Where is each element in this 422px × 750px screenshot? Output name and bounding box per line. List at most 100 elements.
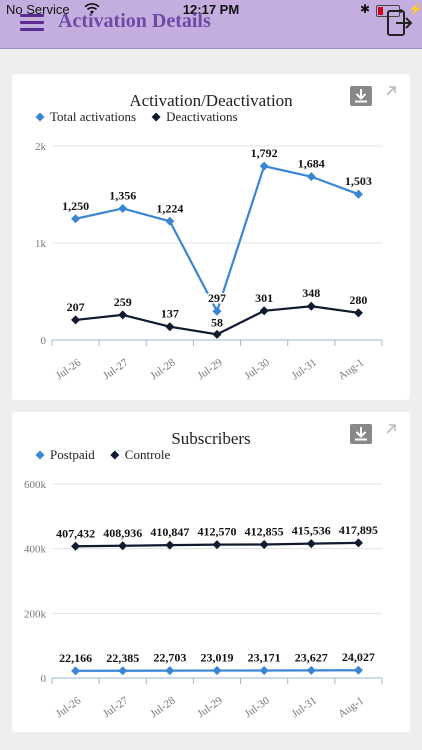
y-tick-label: 1k [35, 238, 47, 250]
data-point [118, 203, 128, 213]
data-label: 407,432 [56, 526, 95, 540]
data-label: 137 [161, 307, 179, 321]
data-label: 348 [302, 286, 320, 300]
legend-entry: Postpaid [50, 447, 95, 462]
data-label: 58 [211, 315, 223, 329]
data-point [212, 540, 222, 550]
data-point [71, 315, 81, 325]
data-label: 412,570 [198, 525, 237, 539]
legend-entry: Deactivations [166, 109, 237, 124]
x-tick-label: Jul-26 [54, 356, 84, 382]
data-point [165, 322, 175, 332]
x-tick-label: Jul-26 [54, 694, 84, 720]
data-point [118, 541, 128, 551]
y-tick-label: 2k [35, 141, 47, 153]
data-point [353, 308, 363, 318]
x-tick-label: Jul-31 [290, 695, 319, 721]
x-tick-label: Jul-29 [195, 356, 225, 382]
data-label: 1,250 [62, 199, 89, 213]
data-point [118, 310, 128, 320]
data-label: 22,385 [106, 651, 139, 665]
subscribers-chart-card: Subscribers Postpaid Controle 0 200k 400k 600k… [12, 412, 410, 732]
data-point [353, 189, 363, 199]
data-label: 23,171 [248, 651, 281, 665]
x-tick-label: Aug-1 [336, 357, 366, 383]
data-label: 259 [114, 295, 132, 309]
x-tick-label: Jul-29 [195, 694, 225, 720]
data-label: 410,847 [150, 525, 189, 539]
legend-entry: Controle [125, 447, 171, 462]
page-title: Activation Details [58, 10, 211, 32]
legend-entry: Total activations [50, 109, 136, 124]
expand-icon[interactable] [384, 84, 398, 98]
data-label: 417,895 [339, 523, 378, 537]
x-tick-label: Jul-27 [101, 694, 131, 720]
data-label: 412,855 [245, 525, 284, 539]
hamburger-icon[interactable] [20, 14, 44, 32]
data-point [165, 216, 175, 226]
data-point [353, 538, 363, 548]
status-bar: No Service 12:17 PM ✱ ⚡ [0, 2, 422, 20]
subscribers-chart: Subscribers Postpaid Controle 0 200k 400k 600k… [24, 429, 383, 721]
x-tick-label: Jul-31 [290, 357, 319, 383]
data-point [165, 540, 175, 550]
data-point [212, 306, 222, 316]
x-tick-label: Jul-28 [148, 694, 178, 720]
x-tick-label: Aug-1 [336, 695, 366, 721]
data-point [306, 172, 316, 182]
data-point [71, 666, 81, 676]
y-tick-label: 600k [24, 479, 47, 491]
expand-icon[interactable] [384, 422, 398, 436]
data-label: 297 [208, 291, 226, 305]
x-tick-label: Jul-28 [148, 356, 178, 382]
data-point [71, 214, 81, 224]
data-label: 23,627 [295, 650, 328, 664]
data-point [306, 665, 316, 675]
data-point [212, 329, 222, 339]
chart-title: Subscribers [171, 429, 250, 448]
legend-marker [110, 450, 120, 460]
data-point [118, 666, 128, 676]
data-point [212, 666, 222, 676]
chart-title: Activation/Deactivation [129, 91, 293, 110]
y-tick-label: 0 [41, 673, 47, 685]
download-icon[interactable] [350, 424, 372, 444]
x-tick-label: Jul-27 [101, 356, 131, 382]
data-point [306, 539, 316, 549]
clock: 12:17 PM [182, 2, 240, 17]
data-point [259, 666, 269, 676]
download-icon[interactable] [350, 86, 372, 106]
data-label: 24,027 [342, 650, 375, 664]
data-label: 408,936 [103, 526, 142, 540]
data-label: 1,224 [156, 201, 183, 215]
legend-marker [35, 112, 45, 122]
data-label: 1,356 [109, 188, 136, 202]
data-point [259, 306, 269, 316]
data-label: 207 [67, 300, 85, 314]
data-point [259, 161, 269, 171]
y-tick-label: 200k [24, 608, 47, 620]
x-tick-label: Jul-30 [242, 356, 272, 382]
data-label: 415,536 [292, 524, 331, 538]
wifi-icon [84, 3, 100, 14]
data-label: 1,792 [251, 146, 278, 160]
charging-icon: ⚡ [408, 2, 422, 16]
carrier-label: No Service [6, 2, 70, 17]
data-label: 23,019 [201, 651, 234, 665]
legend-marker [35, 450, 45, 460]
y-tick-label: 0 [41, 335, 47, 347]
logout-icon[interactable] [384, 8, 414, 38]
legend-marker [151, 112, 161, 122]
data-label: 1,684 [298, 157, 325, 171]
data-label: 22,703 [153, 651, 186, 665]
app-header: No Service 12:17 PM ✱ ⚡ Activation Detai… [0, 0, 422, 49]
data-label: 301 [255, 291, 273, 305]
data-point [259, 540, 269, 550]
data-point [71, 541, 81, 551]
data-point [165, 666, 175, 676]
activation-chart-card: Activation/Deactivation Total activations… [12, 74, 410, 400]
y-tick-label: 400k [24, 544, 47, 556]
data-label: 1,503 [345, 174, 372, 188]
bluetooth-icon: ✱ [360, 2, 371, 16]
